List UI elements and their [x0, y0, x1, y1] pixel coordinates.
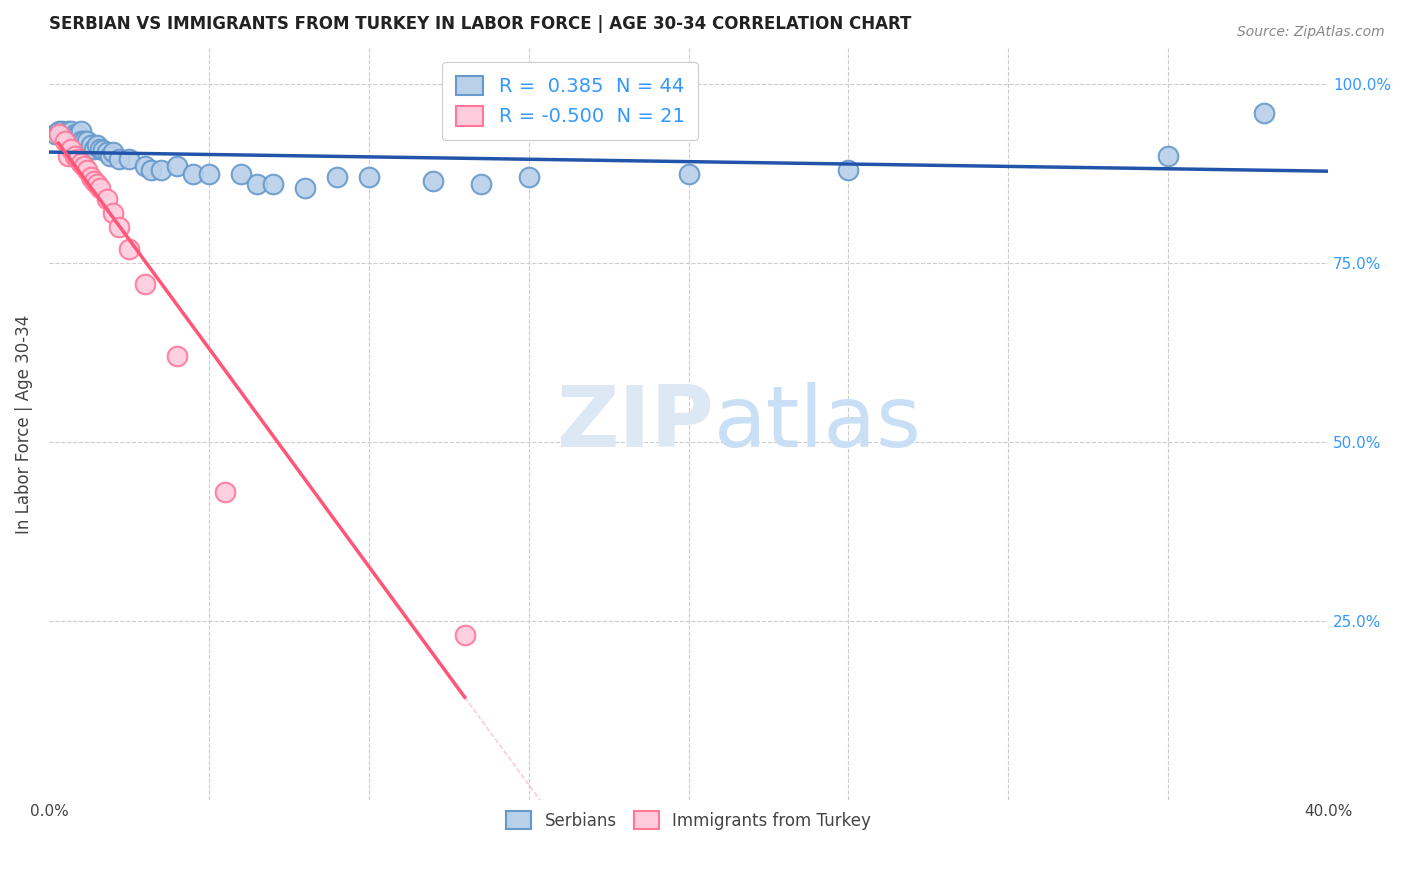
- Point: [101, 145, 124, 160]
- Point: [83, 142, 105, 156]
- Point: [73, 135, 96, 149]
- Point: [44, 128, 66, 142]
- Point: [56, 124, 79, 138]
- Point: [79, 170, 101, 185]
- Point: [60, 124, 83, 138]
- Point: [678, 167, 700, 181]
- Point: [86, 178, 108, 192]
- Point: [89, 142, 111, 156]
- Point: [229, 167, 252, 181]
- Point: [134, 160, 156, 174]
- Point: [118, 153, 141, 167]
- Point: [149, 163, 172, 178]
- Point: [214, 485, 236, 500]
- Point: [66, 153, 89, 167]
- Text: atlas: atlas: [714, 383, 922, 466]
- Point: [98, 149, 121, 163]
- Text: ZIP: ZIP: [557, 383, 714, 466]
- Point: [454, 628, 477, 642]
- Point: [96, 145, 118, 160]
- Point: [56, 149, 79, 163]
- Point: [60, 135, 83, 149]
- Point: [53, 128, 76, 142]
- Point: [141, 163, 163, 178]
- Text: SERBIAN VS IMMIGRANTS FROM TURKEY IN LABOR FORCE | AGE 30-34 CORRELATION CHART: SERBIAN VS IMMIGRANTS FROM TURKEY IN LAB…: [49, 15, 911, 33]
- Point: [101, 206, 124, 220]
- Legend: Serbians, Immigrants from Turkey: Serbians, Immigrants from Turkey: [499, 805, 877, 837]
- Point: [517, 170, 540, 185]
- Text: Source: ZipAtlas.com: Source: ZipAtlas.com: [1237, 25, 1385, 39]
- Point: [56, 135, 79, 149]
- Point: [1157, 149, 1180, 163]
- Point: [108, 153, 131, 167]
- Point: [166, 349, 188, 363]
- Point: [76, 163, 98, 178]
- Point: [70, 124, 93, 138]
- Point: [48, 124, 70, 138]
- Point: [60, 142, 83, 156]
- Point: [326, 170, 349, 185]
- Point: [294, 181, 316, 195]
- Point: [118, 242, 141, 256]
- Point: [357, 170, 380, 185]
- Point: [63, 135, 86, 149]
- Point: [63, 128, 86, 142]
- Point: [70, 156, 93, 170]
- Point: [63, 149, 86, 163]
- Point: [66, 128, 89, 142]
- Point: [96, 192, 118, 206]
- Point: [198, 167, 221, 181]
- Point: [86, 138, 108, 153]
- Point: [181, 167, 204, 181]
- Y-axis label: In Labor Force | Age 30-34: In Labor Force | Age 30-34: [15, 314, 32, 533]
- Point: [53, 135, 76, 149]
- Point: [166, 160, 188, 174]
- Point: [422, 174, 444, 188]
- Point: [70, 135, 93, 149]
- Point: [76, 135, 98, 149]
- Point: [73, 160, 96, 174]
- Point: [48, 128, 70, 142]
- Point: [262, 178, 284, 192]
- Point: [837, 163, 859, 178]
- Point: [108, 220, 131, 235]
- Point: [89, 181, 111, 195]
- Point: [51, 124, 73, 138]
- Point: [470, 178, 492, 192]
- Point: [79, 138, 101, 153]
- Point: [1253, 105, 1275, 120]
- Point: [91, 143, 114, 157]
- Point: [83, 174, 105, 188]
- Point: [246, 178, 269, 192]
- Point: [134, 277, 156, 292]
